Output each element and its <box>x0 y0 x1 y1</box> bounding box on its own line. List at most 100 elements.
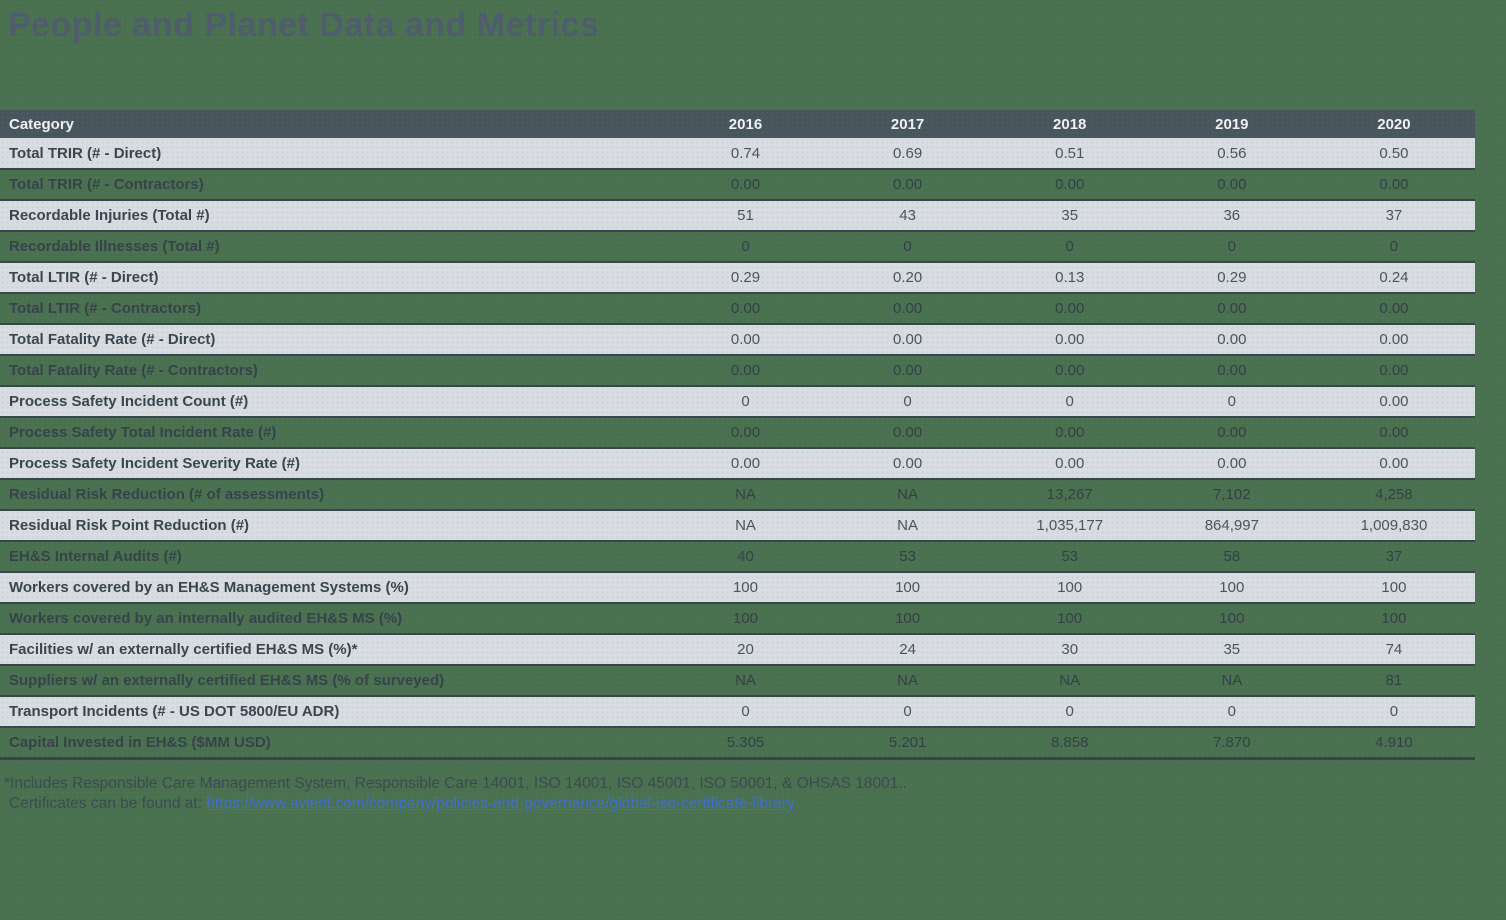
column-header-2019: 2019 <box>1150 110 1313 138</box>
cell-value: 864,997 <box>1204 517 1259 534</box>
footnote-line1: *Includes Responsible Care Management Sy… <box>4 775 907 792</box>
cell-value: 20 <box>737 641 754 658</box>
table-row: Total Fatality Rate (# - Direct) 0.00 0.… <box>0 324 1475 355</box>
cell-value: 53 <box>899 548 916 565</box>
cell-value: 0.00 <box>1379 424 1409 441</box>
cell-value: 5.305 <box>726 733 765 751</box>
table-row: Total TRIR (# - Direct) 0.74 0.69 0.51 0… <box>0 138 1475 169</box>
cell-value: 37 <box>1385 207 1403 224</box>
row-label: Suppliers w/ an externally certified EH&… <box>9 672 445 689</box>
cell-value: 0.00 <box>730 424 761 441</box>
row-label: Facilities w/ an externally certified EH… <box>9 641 358 658</box>
row-label: Transport Incidents (# - US DOT 5800/EU … <box>9 703 340 720</box>
row-label: Total TRIR (# - Contractors) <box>9 176 204 193</box>
table-row: Capital Invested in EH&S ($MM USD) 5.305… <box>0 727 1475 758</box>
cell-value: 0.20 <box>893 269 923 286</box>
table-row: Total TRIR (# - Contractors) 0.00 0.00 0… <box>0 169 1475 200</box>
cell-value: 5.201 <box>888 733 927 751</box>
table-row: Total Fatality Rate (# - Contractors) 0.… <box>0 355 1475 386</box>
cell-value: 0.00 <box>1379 455 1409 472</box>
footnote: *Includes Responsible Care Management Sy… <box>4 774 907 814</box>
cell-value: 4,258 <box>1375 486 1413 503</box>
cell-value: 0.00 <box>1217 300 1247 317</box>
cell-value: 58 <box>1223 548 1241 565</box>
table-header-row: Category 2016 2017 2018 2019 2020 <box>0 110 1475 138</box>
row-label: Total LTIR (# - Contractors) <box>9 300 201 317</box>
cell-value: NA <box>1221 672 1243 689</box>
table-row: Recordable Illnesses (Total #) 0 0 0 0 0 <box>0 231 1475 262</box>
row-label: Residual Risk Reduction (# of assessment… <box>9 486 325 503</box>
row-label: Process Safety Incident Count (#) <box>9 393 249 410</box>
cell-value: 100 <box>732 579 758 596</box>
cell-value: 0.00 <box>1055 331 1085 348</box>
column-header-2020: 2020 <box>1312 110 1475 138</box>
table-row: Process Safety Incident Count (#) 0 0 0 … <box>0 386 1475 417</box>
cell-value: 0 <box>1065 393 1074 410</box>
cell-value: 74 <box>1385 641 1403 658</box>
cell-value: 0 <box>903 238 912 255</box>
table-row: Workers covered by an EH&S Management Sy… <box>0 572 1475 603</box>
row-label: Workers covered by an internally audited… <box>9 610 403 627</box>
table-row: Residual Risk Reduction (# of assessment… <box>0 479 1475 510</box>
row-label: Total LTIR (# - Direct) <box>9 269 159 286</box>
cell-value: 100 <box>895 579 921 596</box>
table-row: Process Safety Total Incident Rate (#) 0… <box>0 417 1475 448</box>
cell-value: 100 <box>1219 579 1245 596</box>
row-label: Process Safety Total Incident Rate (#) <box>9 424 277 441</box>
column-header-category: Category <box>0 110 665 138</box>
cell-value: 43 <box>899 207 916 224</box>
cell-value: 0 <box>741 238 750 255</box>
column-header-2018: 2018 <box>988 110 1151 138</box>
certificate-library-link[interactable]: https://www.avient.com/company/policies-… <box>206 795 795 812</box>
cell-value: 0 <box>1389 703 1399 720</box>
cell-value: 36 <box>1223 207 1241 224</box>
cell-value: 4.910 <box>1375 733 1413 751</box>
cell-value: 0.00 <box>730 455 761 472</box>
cell-value: 0.00 <box>730 176 761 193</box>
cell-value: 0 <box>903 393 912 410</box>
cell-value: NA <box>735 486 756 503</box>
cell-value: 24 <box>899 641 916 658</box>
cell-value: 0.00 <box>1217 455 1247 472</box>
cell-value: 100 <box>1219 610 1245 627</box>
row-label: Total Fatality Rate (# - Direct) <box>9 331 216 348</box>
cell-value: NA <box>1059 672 1081 689</box>
cell-value: 0.00 <box>893 362 923 379</box>
cell-value: 0.00 <box>730 331 761 348</box>
cell-value: 0 <box>903 703 912 720</box>
cell-value: 0.29 <box>1217 269 1247 286</box>
cell-value: 0.00 <box>1217 362 1247 379</box>
cell-value: 100 <box>1381 579 1407 596</box>
cell-value: 0.00 <box>1055 362 1085 379</box>
cell-value: 0.00 <box>1055 176 1085 193</box>
cell-value: NA <box>735 672 756 689</box>
cell-value: 0.24 <box>1379 269 1409 286</box>
cell-value: NA <box>897 672 919 689</box>
cell-value: 0.00 <box>1055 300 1085 317</box>
page-title: People and Planet Data and Metrics <box>8 6 600 44</box>
cell-value: 35 <box>1061 207 1079 224</box>
row-label: Residual Risk Point Reduction (#) <box>9 517 250 534</box>
cell-value: 0.00 <box>730 300 761 317</box>
table-row: Process Safety Incident Severity Rate (#… <box>0 448 1475 479</box>
cell-value: 0.13 <box>1055 269 1085 286</box>
cell-value: 0.56 <box>1217 144 1247 162</box>
row-label: Workers covered by an EH&S Management Sy… <box>9 579 409 596</box>
cell-value: 7.870 <box>1213 733 1251 751</box>
footnote-line2: Certificates can be found at: https://ww… <box>4 794 907 814</box>
cell-value: 0.00 <box>730 362 761 379</box>
row-label: Total Fatality Rate (# - Contractors) <box>9 362 258 379</box>
cell-value: 0 <box>1065 703 1074 720</box>
cell-value: 0 <box>741 393 750 410</box>
cell-value: 81 <box>1385 672 1403 689</box>
cell-value: 100 <box>1057 579 1083 596</box>
table-row: EH&S Internal Audits (#) 40 53 53 58 37 <box>0 541 1475 572</box>
cell-value: 0.00 <box>1379 393 1409 410</box>
cell-value: 0.29 <box>730 269 761 286</box>
row-label: Total TRIR (# - Direct) <box>9 144 162 162</box>
cell-value: 0.00 <box>1379 176 1409 193</box>
table-row: Suppliers w/ an externally certified EH&… <box>0 665 1475 696</box>
column-header-2016: 2016 <box>664 110 827 138</box>
cell-value: 0.50 <box>1379 144 1409 162</box>
cell-value: 100 <box>895 610 921 627</box>
